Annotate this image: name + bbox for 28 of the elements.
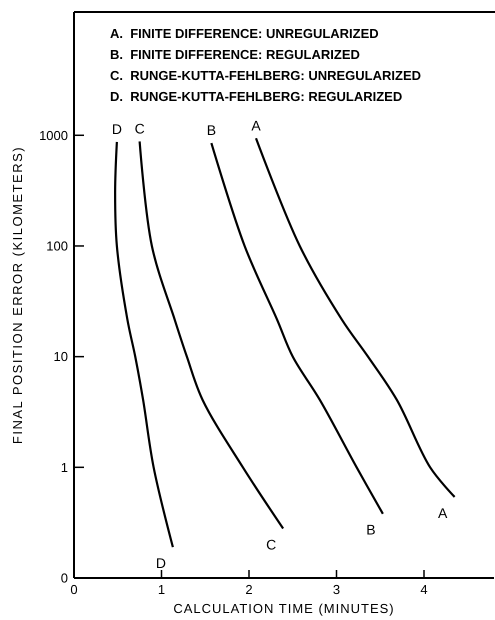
line-series <box>114 140 174 548</box>
series-label: B <box>206 122 216 138</box>
annotation: A. FINITE DIFFERENCE: UNREGULARIZED <box>110 26 379 41</box>
y-axis-title: FINAL POSITION ERROR (KILOMETERS) <box>10 146 25 444</box>
annotation: B. FINITE DIFFERENCE: REGULARIZED <box>110 47 360 62</box>
y-tick-label: 0 <box>60 570 68 586</box>
annotation: D. RUNGE-KUTTA-FEHLBERG: REGULARIZED <box>110 89 402 104</box>
x-axis-title: CALCULATION TIME (MINUTES) <box>173 601 395 616</box>
y-tick-label: 100 <box>46 238 68 254</box>
annotation: D <box>156 555 166 572</box>
y-tick-label: 1000 <box>39 128 68 143</box>
x-tick-label: 4 <box>420 582 428 597</box>
y-tick-label: 1 <box>60 460 68 475</box>
annotation: A <box>438 504 448 521</box>
line-series <box>254 137 456 498</box>
series-label: C <box>134 120 145 136</box>
x-tick-label: 0 <box>70 582 78 597</box>
x-tick-label: 2 <box>245 582 253 597</box>
line-series <box>210 142 384 515</box>
series-label: D <box>112 120 122 137</box>
x-tick-label: 3 <box>332 582 340 597</box>
x-tick-label: 1 <box>158 582 166 597</box>
y-tick-label: 10 <box>54 349 68 364</box>
line-series <box>138 140 284 530</box>
series-label: A <box>251 117 262 134</box>
annotation: C <box>266 536 276 552</box>
annotation: C. RUNGE-KUTTA-FEHLBERG: UNREGULARIZED <box>110 68 422 83</box>
annotation: B <box>366 522 376 538</box>
